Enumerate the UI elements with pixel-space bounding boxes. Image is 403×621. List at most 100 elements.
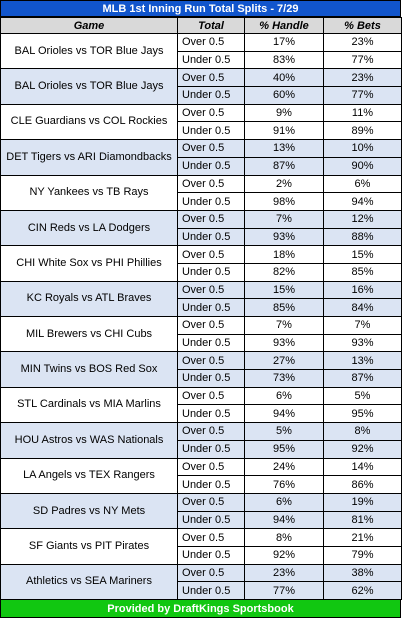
game-matchup: MIL Brewers vs CHI Cubs — [0, 315, 178, 353]
over-bets-pct: 8% — [323, 422, 402, 441]
under-bets-pct: 79% — [323, 545, 402, 565]
under-handle-pct: 98% — [244, 192, 324, 211]
over-bets-pct: 5% — [323, 386, 402, 406]
under-bets-pct: 88% — [323, 227, 402, 247]
under-bets-pct: 93% — [323, 333, 402, 353]
over-total-line: Over 0.5 — [177, 316, 245, 335]
table-row: KC Royals vs ATL Braves Over 0.5 15% 16% — [0, 280, 402, 318]
over-handle-pct: 13% — [244, 139, 324, 158]
game-matchup: SD Padres vs NY Mets — [0, 492, 178, 530]
over-bets-pct: 38% — [323, 563, 402, 583]
table-row: BAL Orioles vs TOR Blue Jays Over 0.5 17% 2… — [0, 32, 402, 70]
table-row: Under 0.5 85% 84% — [1, 298, 402, 317]
over-handle-pct: 27% — [244, 351, 324, 371]
under-total-line: Under 0.5 — [177, 156, 245, 176]
over-handle-pct: 24% — [244, 457, 324, 477]
game-matchup: HOU Astros vs WAS Nationals — [0, 422, 178, 459]
under-total-line: Under 0.5 — [177, 475, 245, 494]
over-bets-pct: 13% — [323, 351, 402, 371]
over-bets-pct: 23% — [323, 33, 402, 52]
table-row: Under 0.5 95% 92% — [1, 439, 402, 459]
over-total-line: Over 0.5 — [177, 280, 245, 300]
table-row: MIN Twins vs BOS Red Sox Over 0.5 27% 13% — [0, 351, 402, 388]
under-handle-pct: 60% — [244, 86, 324, 105]
under-handle-pct: 94% — [244, 404, 324, 424]
sheet-footer: Provided by DraftKings Sportsbook — [0, 600, 401, 618]
under-handle-pct: 91% — [244, 121, 324, 141]
under-total-line: Under 0.5 — [177, 298, 245, 317]
over-bets-pct: 10% — [323, 139, 402, 158]
over-handle-pct: 7% — [244, 209, 324, 229]
table-row: Under 0.5 76% 86% — [1, 475, 402, 494]
over-total-line: Over 0.5 — [177, 68, 245, 88]
table-row: Under 0.5 60% 77% — [1, 86, 402, 105]
table-row: Athletics vs SEA Mariners Over 0.5 23% 38% — [0, 563, 402, 601]
table-body: BAL Orioles vs TOR Blue Jays Over 0.5 17% 2… — [0, 32, 402, 601]
over-handle-pct: 7% — [244, 316, 324, 335]
over-handle-pct: 2% — [244, 174, 324, 194]
under-total-line: Under 0.5 — [177, 192, 245, 211]
table-row: MIL Brewers vs CHI Cubs Over 0.5 7% 7% — [0, 315, 402, 353]
game-matchup: STL Cardinals vs MIA Marlins — [0, 386, 178, 424]
column-header-bets: % Bets — [323, 17, 402, 34]
game-matchup: CHI White Sox vs PHI Phillies — [0, 245, 178, 282]
under-total-line: Under 0.5 — [177, 439, 245, 459]
under-handle-pct: 83% — [244, 50, 324, 70]
header-row: Game Total % Handle % Bets — [0, 17, 402, 34]
under-handle-pct: 94% — [244, 510, 324, 530]
game-matchup: BAL Orioles vs TOR Blue Jays — [0, 68, 178, 105]
over-bets-pct: 7% — [323, 316, 402, 335]
over-total-line: Over 0.5 — [177, 209, 245, 229]
under-handle-pct: 73% — [244, 369, 324, 388]
table-row: Under 0.5 94% 81% — [1, 510, 402, 530]
table-row: Under 0.5 93% 93% — [1, 333, 402, 353]
under-handle-pct: 87% — [244, 156, 324, 176]
game-matchup: CIN Reds vs LA Dodgers — [0, 209, 178, 247]
game-matchup: KC Royals vs ATL Braves — [0, 280, 178, 318]
under-handle-pct: 77% — [244, 581, 324, 600]
game-matchup: SF Giants vs PIT Pirates — [0, 528, 178, 565]
over-total-line: Over 0.5 — [177, 492, 245, 512]
under-handle-pct: 92% — [244, 545, 324, 565]
under-total-line: Under 0.5 — [177, 404, 245, 424]
over-bets-pct: 19% — [323, 492, 402, 512]
under-bets-pct: 81% — [323, 510, 402, 530]
table-row: NY Yankees vs TB Rays Over 0.5 2% 6% — [0, 174, 402, 211]
under-bets-pct: 85% — [323, 262, 402, 282]
under-total-line: Under 0.5 — [177, 86, 245, 105]
under-handle-pct: 85% — [244, 298, 324, 317]
over-total-line: Over 0.5 — [177, 422, 245, 441]
under-bets-pct: 87% — [323, 369, 402, 388]
over-handle-pct: 17% — [244, 33, 324, 52]
table-row: Under 0.5 93% 88% — [1, 227, 402, 247]
over-bets-pct: 11% — [323, 103, 402, 123]
game-matchup: DET Tigers vs ARI Diamondbacks — [0, 139, 178, 176]
table-row: Under 0.5 98% 94% — [1, 192, 402, 211]
table-row: CHI White Sox vs PHI Phillies Over 0.5 18%… — [0, 245, 402, 282]
over-handle-pct: 18% — [244, 245, 324, 264]
over-handle-pct: 15% — [244, 280, 324, 300]
under-total-line: Under 0.5 — [177, 581, 245, 600]
over-total-line: Over 0.5 — [177, 103, 245, 123]
over-bets-pct: 16% — [323, 280, 402, 300]
over-total-line: Over 0.5 — [177, 457, 245, 477]
under-bets-pct: 92% — [323, 439, 402, 459]
under-handle-pct: 93% — [244, 333, 324, 353]
over-total-line: Over 0.5 — [177, 33, 245, 52]
table-row: Under 0.5 92% 79% — [1, 545, 402, 565]
table-row: STL Cardinals vs MIA Marlins Over 0.5 6% 5% — [0, 386, 402, 424]
over-handle-pct: 5% — [244, 422, 324, 441]
table-row: Under 0.5 83% 77% — [1, 50, 402, 70]
under-total-line: Under 0.5 — [177, 545, 245, 565]
over-total-line: Over 0.5 — [177, 245, 245, 264]
table-row: LA Angels vs TEX Rangers Over 0.5 24% 14% — [0, 457, 402, 494]
table-row: Under 0.5 94% 95% — [1, 404, 402, 424]
under-handle-pct: 82% — [244, 262, 324, 282]
over-total-line: Over 0.5 — [177, 563, 245, 583]
over-bets-pct: 15% — [323, 245, 402, 264]
over-total-line: Over 0.5 — [177, 174, 245, 194]
under-bets-pct: 86% — [323, 475, 402, 494]
game-matchup: MIN Twins vs BOS Red Sox — [0, 351, 178, 388]
over-bets-pct: 23% — [323, 68, 402, 88]
